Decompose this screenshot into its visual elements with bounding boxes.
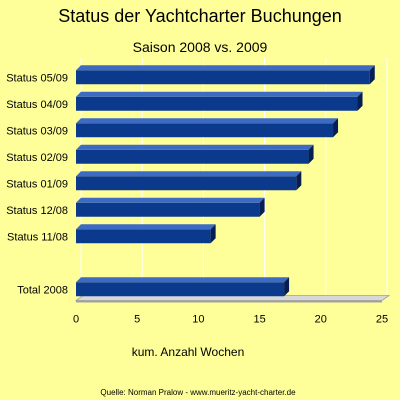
bar-top: [76, 144, 314, 150]
category-labels: Status 05/09 Status 04/09 Status 03/09 Stat…: [6, 72, 68, 296]
x-tick-labels: 0 5 10 15 20 25: [73, 314, 388, 326]
bar: [76, 197, 265, 217]
category-label: Total 2008: [17, 284, 68, 296]
category-label: Status 01/09: [6, 178, 68, 190]
category-label: Status 02/09: [6, 152, 68, 164]
category-label: Status 03/09: [6, 125, 68, 137]
bar-side: [259, 197, 265, 217]
x-axis-label: kum. Anzahl Wochen: [132, 345, 245, 359]
category-label: Status 12/08: [6, 205, 68, 217]
plot-floor-edge: [76, 300, 382, 303]
bar: [76, 224, 216, 244]
bar-front: [76, 202, 260, 217]
bar-side: [308, 144, 314, 164]
bar-front: [76, 229, 211, 244]
source-note: Quelle: Norman Pralow - www.mueritz-yach…: [100, 388, 296, 397]
chart-subtitle: Saison 2008 vs. 2009: [133, 39, 268, 55]
bar-side: [333, 118, 339, 138]
bar-front: [76, 282, 285, 297]
x-tick-label: 10: [192, 314, 204, 326]
bar-front: [76, 70, 370, 85]
bar: [76, 65, 375, 85]
bar-side: [210, 224, 216, 244]
x-tick-label: 15: [253, 314, 265, 326]
bar-top: [76, 65, 375, 71]
bar-side: [357, 91, 363, 111]
x-tick-label: 0: [73, 314, 79, 326]
bar-top: [76, 91, 363, 97]
bars: [76, 65, 375, 297]
x-tick-label: 25: [376, 314, 388, 326]
x-tick-label: 5: [134, 314, 140, 326]
bar-front: [76, 96, 358, 111]
bar: [76, 171, 302, 191]
bar-side: [284, 277, 290, 297]
chart-title: Status der Yachtcharter Buchungen: [58, 6, 342, 26]
bar-top: [76, 224, 216, 230]
bar: [76, 144, 314, 164]
bar: [76, 277, 290, 297]
bar-side: [369, 65, 375, 85]
bar-side: [296, 171, 302, 191]
category-label: Status 04/09: [6, 99, 68, 111]
bar-front: [76, 149, 309, 164]
bar-top: [76, 197, 265, 203]
bar-front: [76, 123, 334, 138]
plot-floor: [74, 295, 391, 303]
bar-front: [76, 176, 297, 191]
bar-top: [76, 118, 339, 124]
bar-top: [76, 277, 290, 283]
category-label: Status 11/08: [7, 231, 68, 243]
category-label: Status 05/09: [6, 72, 68, 84]
x-tick-label: 20: [315, 314, 327, 326]
bar: [76, 91, 363, 111]
bar-top: [76, 171, 302, 177]
bar: [76, 118, 339, 138]
